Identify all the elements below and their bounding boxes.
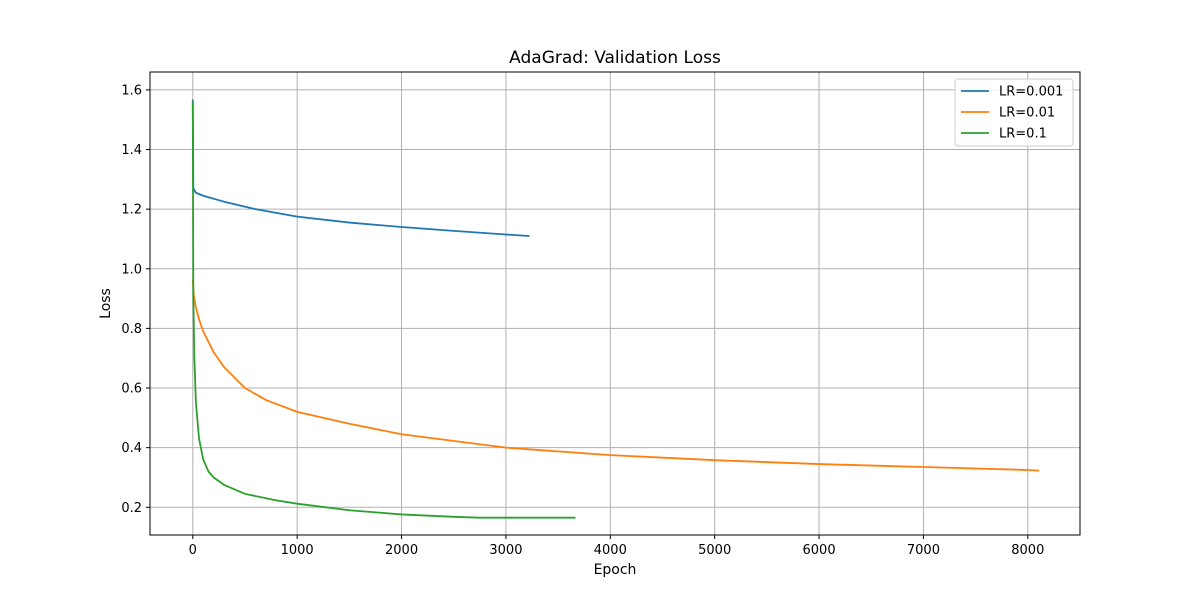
series-lines (191, 99, 1040, 519)
y-tick-label: 1.2 (121, 203, 142, 218)
x-tick-label: 1000 (281, 543, 314, 558)
y-tick-label: 0.4 (121, 441, 142, 456)
series-line-2 (191, 100, 576, 519)
legend-box (954, 78, 1074, 147)
x-axis-label: Epoch (594, 562, 637, 578)
x-tick-label: 7000 (907, 543, 940, 558)
x-tick-label: 2000 (385, 543, 418, 558)
y-axis-label: Loss (98, 288, 114, 319)
legend-label-1: LR=0.01 (999, 106, 1055, 121)
y-tick-label: 1.6 (121, 83, 142, 98)
grid (150, 72, 1080, 535)
y-tick-label: 0.8 (121, 322, 142, 337)
y-tick-label: 0.2 (121, 501, 142, 516)
legend: LR=0.001 LR=0.01 LR=0.1 (954, 78, 1074, 147)
y-tick-label: 1.4 (121, 143, 142, 158)
y-tick-label: 1.0 (121, 262, 142, 277)
legend-label-2: LR=0.1 (999, 127, 1047, 142)
legend-label-0: LR=0.001 (999, 85, 1063, 100)
axis-ticks: 0 1000 2000 3000 4000 5000 6000 7000 8000 0.2 0.4 0… (121, 83, 1044, 558)
x-tick-label: 3000 (489, 543, 522, 558)
y-tick-label: 0.6 (121, 382, 142, 397)
series-line-0 (191, 99, 530, 237)
x-tick-label: 8000 (1011, 543, 1044, 558)
series-line-1 (191, 279, 1040, 472)
plot-frame (149, 71, 1081, 536)
x-tick-label: 6000 (803, 543, 836, 558)
x-tick-label: 5000 (698, 543, 731, 558)
chart-title: AdaGrad: Validation Loss (509, 48, 721, 68)
x-tick-label: 0 (189, 543, 197, 558)
x-tick-label: 4000 (594, 543, 627, 558)
